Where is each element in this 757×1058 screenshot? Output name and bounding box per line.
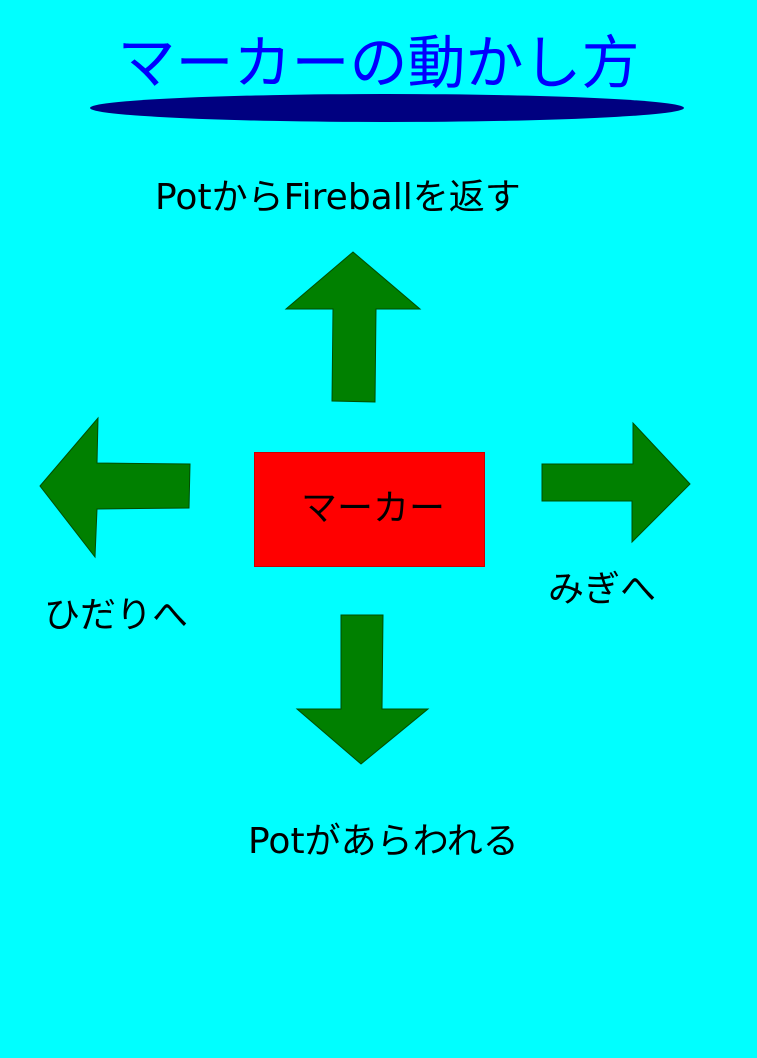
title-underline-ellipse xyxy=(90,94,684,122)
marker-box: マーカー xyxy=(254,452,485,567)
label-left: ひだりへ xyxy=(44,595,189,636)
page-title: マーカーの動かし方 xyxy=(117,29,640,97)
arrow-left-icon xyxy=(39,416,191,559)
label-right: みぎへ xyxy=(548,569,657,610)
arrow-up-icon xyxy=(284,251,422,403)
marker-label: マーカー xyxy=(301,488,446,529)
arrow-down-icon xyxy=(295,614,430,765)
label-down: Potがあらわれる xyxy=(248,821,519,862)
arrow-right-icon xyxy=(541,421,691,544)
label-up: PotからFireballを返す xyxy=(155,177,521,218)
